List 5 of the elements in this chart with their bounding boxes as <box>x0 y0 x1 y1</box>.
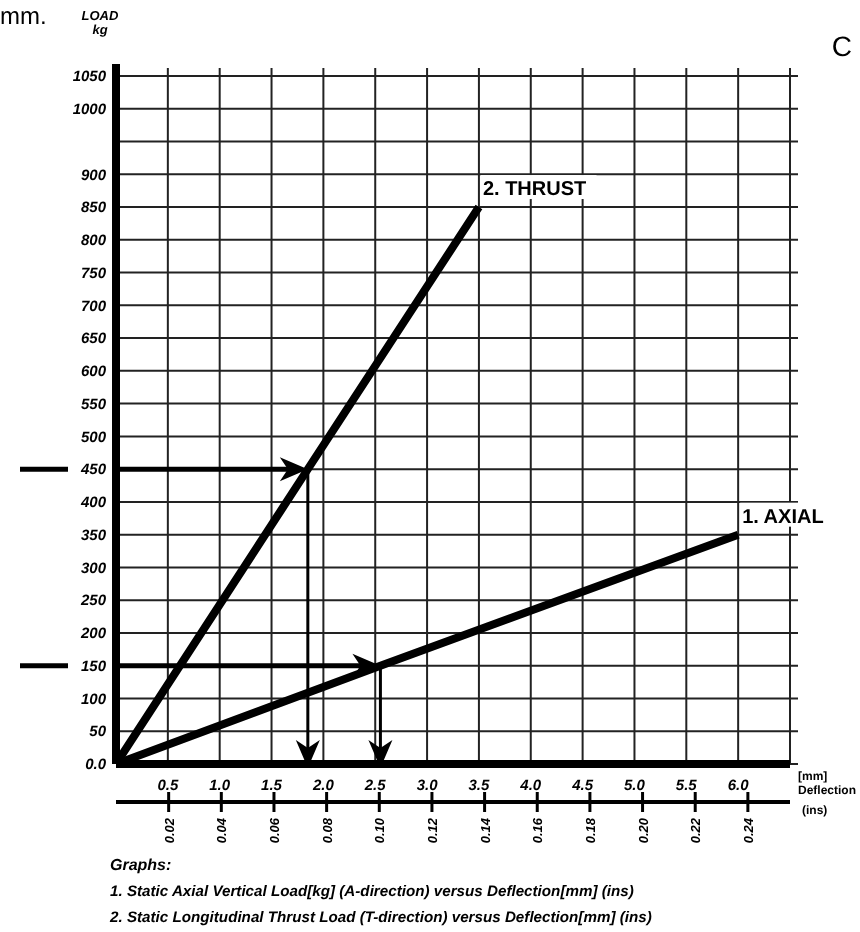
text: mm. <box>0 2 47 30</box>
text: C <box>831 30 852 62</box>
series-label: 2. THRUST <box>482 179 587 202</box>
series-label: 1. AXIAL <box>742 506 824 529</box>
text: Graphs: <box>110 856 173 874</box>
